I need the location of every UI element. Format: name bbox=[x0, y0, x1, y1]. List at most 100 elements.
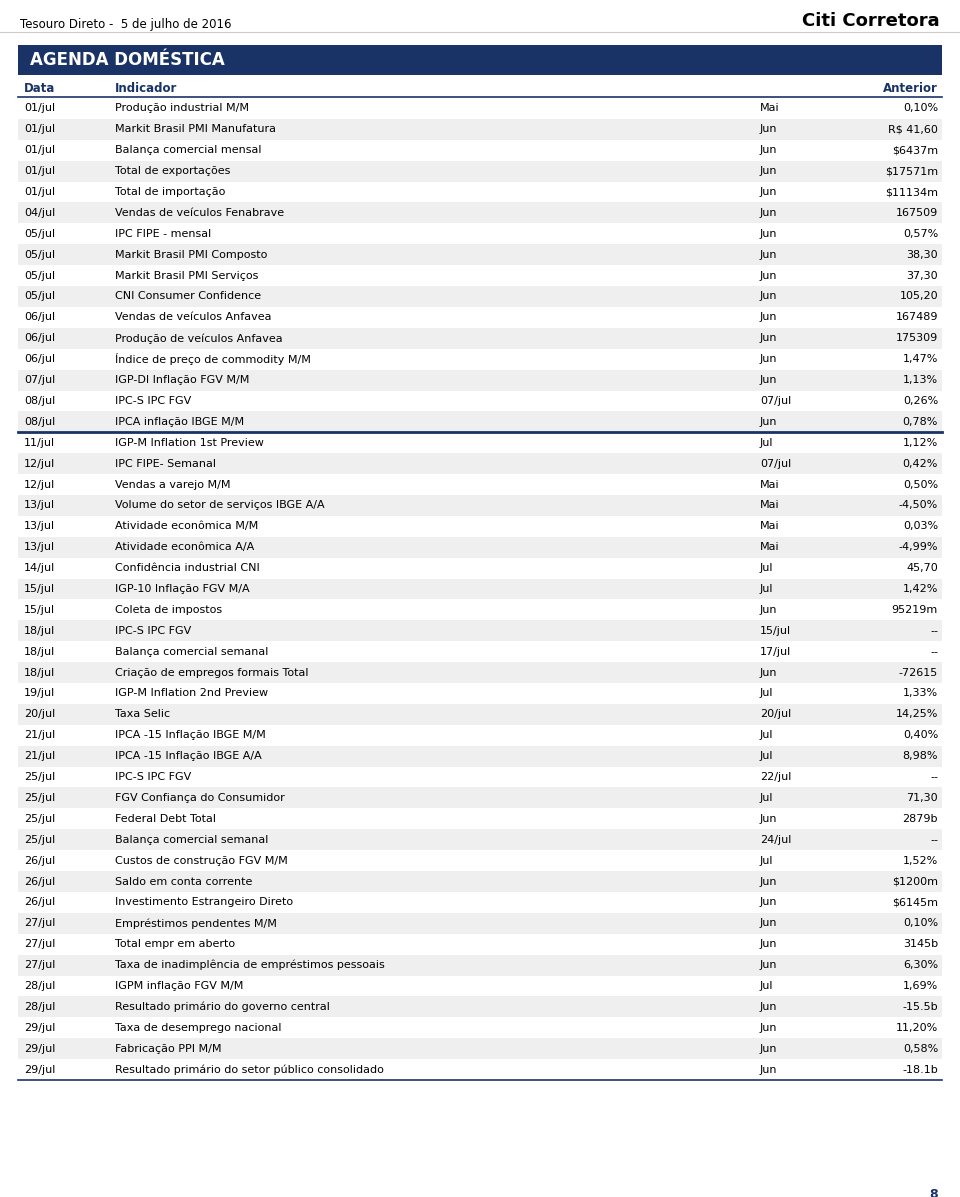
Text: Jun: Jun bbox=[760, 145, 778, 156]
Text: Citi Corretora: Citi Corretora bbox=[803, 12, 940, 30]
Text: Balança comercial semanal: Balança comercial semanal bbox=[115, 834, 269, 845]
Text: Jun: Jun bbox=[760, 124, 778, 134]
Text: Saldo em conta corrente: Saldo em conta corrente bbox=[115, 876, 252, 887]
Text: Jun: Jun bbox=[760, 312, 778, 322]
Text: -72615: -72615 bbox=[899, 668, 938, 678]
Text: 95219m: 95219m bbox=[892, 604, 938, 615]
Text: 25/jul: 25/jul bbox=[24, 814, 56, 824]
Text: 1,47%: 1,47% bbox=[902, 354, 938, 364]
Text: 21/jul: 21/jul bbox=[24, 752, 56, 761]
Text: IGP-DI Inflação FGV M/M: IGP-DI Inflação FGV M/M bbox=[115, 375, 250, 385]
Text: 22/jul: 22/jul bbox=[760, 772, 791, 782]
Text: Jun: Jun bbox=[760, 918, 778, 929]
Bar bbox=[18, 1059, 942, 1080]
Text: Vendas de veículos Anfavea: Vendas de veículos Anfavea bbox=[115, 312, 272, 322]
Text: 2879b: 2879b bbox=[902, 814, 938, 824]
Text: --: -- bbox=[930, 646, 938, 657]
Bar bbox=[18, 830, 942, 850]
Text: 05/jul: 05/jul bbox=[24, 250, 55, 260]
Bar bbox=[18, 412, 942, 432]
Text: 0,10%: 0,10% bbox=[902, 103, 938, 114]
Bar bbox=[18, 620, 942, 642]
Text: 07/jul: 07/jul bbox=[760, 396, 791, 406]
Text: 167509: 167509 bbox=[896, 208, 938, 218]
Bar bbox=[18, 454, 942, 474]
Text: Jul: Jul bbox=[760, 752, 774, 761]
Text: Mai: Mai bbox=[760, 480, 780, 490]
Text: Jul: Jul bbox=[760, 982, 774, 991]
Bar bbox=[18, 516, 942, 536]
Text: $1200m: $1200m bbox=[892, 876, 938, 887]
Text: 19/jul: 19/jul bbox=[24, 688, 56, 699]
Text: IPC FIPE - mensal: IPC FIPE - mensal bbox=[115, 229, 211, 239]
Text: Atividade econômica A/A: Atividade econômica A/A bbox=[115, 542, 254, 552]
Bar bbox=[18, 224, 942, 244]
Text: Jul: Jul bbox=[760, 856, 774, 865]
Text: 06/jul: 06/jul bbox=[24, 333, 55, 344]
Text: Jun: Jun bbox=[760, 166, 778, 176]
Text: $17571m: $17571m bbox=[885, 166, 938, 176]
Text: Jun: Jun bbox=[760, 668, 778, 678]
Bar bbox=[18, 578, 942, 600]
Text: Volume do setor de serviços IBGE A/A: Volume do setor de serviços IBGE A/A bbox=[115, 500, 324, 510]
Text: Jun: Jun bbox=[760, 604, 778, 615]
Text: 37,30: 37,30 bbox=[906, 271, 938, 280]
Bar bbox=[18, 996, 942, 1017]
Text: 15/jul: 15/jul bbox=[24, 604, 55, 615]
Text: 18/jul: 18/jul bbox=[24, 668, 56, 678]
Text: Taxa de inadimplência de empréstimos pessoais: Taxa de inadimplência de empréstimos pes… bbox=[115, 960, 385, 971]
Text: 20/jul: 20/jul bbox=[24, 710, 56, 719]
Text: 105,20: 105,20 bbox=[900, 292, 938, 302]
Text: Total de importação: Total de importação bbox=[115, 187, 226, 198]
Text: AGENDA DOMÉSTICA: AGENDA DOMÉSTICA bbox=[30, 51, 225, 69]
Text: IPC-S IPC FGV: IPC-S IPC FGV bbox=[115, 396, 191, 406]
Text: Mai: Mai bbox=[760, 103, 780, 114]
Text: IPC-S IPC FGV: IPC-S IPC FGV bbox=[115, 772, 191, 782]
Text: IGP-10 Inflação FGV M/A: IGP-10 Inflação FGV M/A bbox=[115, 584, 250, 594]
Text: CNI Consumer Confidence: CNI Consumer Confidence bbox=[115, 292, 261, 302]
Text: Fabricação PPI M/M: Fabricação PPI M/M bbox=[115, 1044, 222, 1053]
Text: FGV Confiança do Consumidor: FGV Confiança do Consumidor bbox=[115, 792, 285, 803]
Bar bbox=[18, 934, 942, 955]
Text: Jun: Jun bbox=[760, 333, 778, 344]
Bar bbox=[18, 746, 942, 766]
Bar bbox=[18, 662, 942, 683]
Text: $6437m: $6437m bbox=[892, 145, 938, 156]
Text: -15.5b: -15.5b bbox=[902, 1002, 938, 1011]
Text: Resultado primário do setor público consolidado: Resultado primário do setor público cons… bbox=[115, 1064, 384, 1075]
Bar bbox=[18, 432, 942, 454]
Text: Produção de veículos Anfavea: Produção de veículos Anfavea bbox=[115, 333, 282, 344]
Text: IPC FIPE- Semanal: IPC FIPE- Semanal bbox=[115, 458, 216, 469]
Text: 12/jul: 12/jul bbox=[24, 480, 56, 490]
Text: 0,58%: 0,58% bbox=[902, 1044, 938, 1053]
Text: Data: Data bbox=[24, 83, 56, 95]
Text: 04/jul: 04/jul bbox=[24, 208, 56, 218]
Text: 28/jul: 28/jul bbox=[24, 1002, 56, 1011]
Text: --: -- bbox=[930, 772, 938, 782]
Bar bbox=[18, 683, 942, 704]
Text: Vendas de veículos Fenabrave: Vendas de veículos Fenabrave bbox=[115, 208, 284, 218]
Bar bbox=[18, 119, 942, 140]
Bar bbox=[18, 306, 942, 328]
Text: Jun: Jun bbox=[760, 208, 778, 218]
Text: Markit Brasil PMI Serviços: Markit Brasil PMI Serviços bbox=[115, 271, 258, 280]
Bar bbox=[18, 704, 942, 725]
Text: -4,50%: -4,50% bbox=[899, 500, 938, 510]
Text: --: -- bbox=[930, 834, 938, 845]
Text: 05/jul: 05/jul bbox=[24, 292, 55, 302]
Text: Jun: Jun bbox=[760, 898, 778, 907]
Text: Jun: Jun bbox=[760, 229, 778, 239]
Text: 05/jul: 05/jul bbox=[24, 229, 55, 239]
Text: Produção industrial M/M: Produção industrial M/M bbox=[115, 103, 249, 114]
Text: 18/jul: 18/jul bbox=[24, 646, 56, 657]
Text: 38,30: 38,30 bbox=[906, 250, 938, 260]
Text: 08/jul: 08/jul bbox=[24, 396, 56, 406]
Text: Empréstimos pendentes M/M: Empréstimos pendentes M/M bbox=[115, 918, 276, 929]
Text: 08/jul: 08/jul bbox=[24, 417, 56, 427]
Text: 24/jul: 24/jul bbox=[760, 834, 791, 845]
Bar bbox=[18, 370, 942, 390]
Text: --: -- bbox=[930, 626, 938, 636]
Bar bbox=[18, 766, 942, 788]
Text: 8,98%: 8,98% bbox=[902, 752, 938, 761]
Text: 29/jul: 29/jul bbox=[24, 1022, 56, 1033]
